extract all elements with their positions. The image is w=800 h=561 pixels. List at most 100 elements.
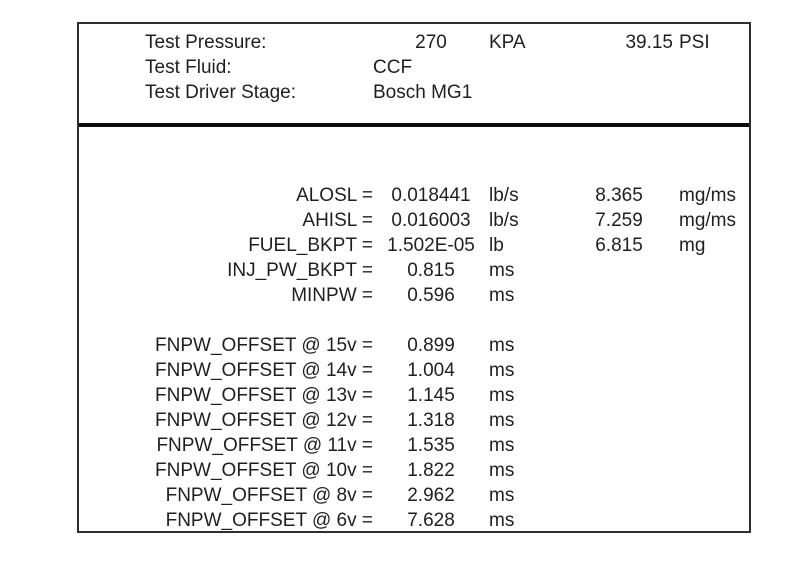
secondary-unit: [679, 55, 749, 80]
secondary-unit: [679, 508, 749, 533]
field-label: Test Driver Stage:: [145, 82, 296, 103]
param-unit: ms: [489, 460, 515, 481]
param-label: FNPW_OFFSET @ 13v =: [155, 385, 373, 406]
secondary-unit: [679, 358, 749, 383]
param-value: 7.628: [407, 510, 455, 531]
param-unit: ms: [489, 485, 515, 506]
header-section: Test Pressure: 270 KPA 39.15 PSI Test Fl…: [79, 24, 749, 123]
param-value: 2.962: [407, 485, 455, 506]
param-value: 0.815: [407, 260, 455, 281]
param-row-fnpw-offset-8v: FNPW_OFFSET @ 8v = 2.962 ms: [79, 483, 749, 508]
param-unit: lb/s: [489, 210, 519, 231]
param-unit: ms: [489, 510, 515, 531]
secondary-value: 39.15: [625, 32, 673, 53]
spacer-row: [79, 308, 749, 333]
param-value: 1.822: [407, 460, 455, 481]
param-row-fnpw-offset-13v: FNPW_OFFSET @ 13v = 1.145 ms: [79, 383, 749, 408]
param-row-inj-pw-bkpt: INJ_PW_BKPT = 0.815 ms: [79, 258, 749, 283]
param-value: 0.016003: [391, 210, 471, 231]
param-value: 1.502E-05: [387, 235, 475, 256]
secondary-value: [559, 483, 679, 508]
param-value: 1.535: [407, 435, 455, 456]
param-label: FNPW_OFFSET @ 6v =: [165, 510, 373, 531]
param-label: INJ_PW_BKPT =: [227, 260, 373, 281]
param-unit: ms: [489, 385, 515, 406]
param-unit: lb/s: [489, 185, 519, 206]
param-row-alosl: ALOSL = 0.018441 lb/s 8.365 mg/ms: [79, 183, 749, 208]
secondary-value: [559, 433, 679, 458]
param-row-fnpw-offset-10v: FNPW_OFFSET @ 10v = 1.822 ms: [79, 458, 749, 483]
secondary-value: [559, 408, 679, 433]
param-unit: lb: [489, 235, 504, 256]
secondary-unit: [679, 433, 749, 458]
param-unit: ms: [489, 435, 515, 456]
section-divider: [79, 123, 749, 127]
field-label: Test Pressure:: [145, 32, 267, 53]
secondary-unit: [679, 333, 749, 358]
header-row-test-pressure: Test Pressure: 270 KPA 39.15 PSI: [79, 30, 749, 55]
param-label: MINPW =: [291, 285, 373, 306]
field-unit: [489, 55, 559, 80]
secondary-value: [559, 458, 679, 483]
param-label: FNPW_OFFSET @ 8v =: [165, 485, 373, 506]
param-label: AHISL =: [302, 210, 373, 231]
param-value: 0.899: [407, 335, 455, 356]
param-row-fnpw-offset-11v: FNPW_OFFSET @ 11v = 1.535 ms: [79, 433, 749, 458]
header-row-test-driver-stage: Test Driver Stage: Bosch MG1: [79, 80, 749, 105]
param-label: FNPW_OFFSET @ 12v =: [155, 410, 373, 431]
field-value: Bosch MG1: [373, 82, 473, 103]
secondary-unit: [679, 258, 749, 283]
param-label: FNPW_OFFSET @ 15v =: [155, 335, 373, 356]
secondary-value: [559, 80, 679, 105]
param-value: 1.004: [407, 360, 455, 381]
secondary-unit: [679, 483, 749, 508]
secondary-unit: [679, 458, 749, 483]
field-unit: KPA: [489, 32, 526, 53]
secondary-value: 7.259: [595, 210, 643, 231]
param-unit: ms: [489, 410, 515, 431]
param-unit: ms: [489, 285, 515, 306]
secondary-unit: [679, 408, 749, 433]
param-unit: ms: [489, 360, 515, 381]
param-value: 1.318: [407, 410, 455, 431]
param-row-fnpw-offset-14v: FNPW_OFFSET @ 14v = 1.004 ms: [79, 358, 749, 383]
param-row-fnpw-offset-15v: FNPW_OFFSET @ 15v = 0.899 ms: [79, 333, 749, 358]
secondary-unit: [679, 383, 749, 408]
param-label: FUEL_BKPT =: [248, 235, 373, 256]
secondary-value: [559, 55, 679, 80]
field-label: Test Fluid:: [145, 57, 232, 78]
field-value: CCF: [373, 57, 413, 78]
secondary-unit: [679, 80, 749, 105]
secondary-value: [559, 333, 679, 358]
param-value: 0.018441: [391, 185, 471, 206]
header-row-test-fluid: Test Fluid: CCF: [79, 55, 749, 80]
param-row-fnpw-offset-12v: FNPW_OFFSET @ 12v = 1.318 ms: [79, 408, 749, 433]
param-row-minpw: MINPW = 0.596 ms: [79, 283, 749, 308]
secondary-unit: [679, 283, 749, 308]
secondary-value: [559, 258, 679, 283]
param-value: 0.596: [407, 285, 455, 306]
param-unit: ms: [489, 335, 515, 356]
secondary-value: 6.815: [595, 235, 643, 256]
secondary-unit: mg/ms: [679, 210, 736, 231]
param-label: ALOSL =: [296, 185, 373, 206]
param-label: FNPW_OFFSET @ 10v =: [155, 460, 373, 481]
param-label: FNPW_OFFSET @ 11v =: [156, 435, 373, 456]
field-value: 270: [415, 32, 447, 53]
secondary-value: [559, 358, 679, 383]
secondary-unit: mg: [679, 235, 706, 256]
param-value: 1.145: [407, 385, 455, 406]
secondary-value: [559, 383, 679, 408]
param-row-fuel-bkpt: FUEL_BKPT = 1.502E-05 lb 6.815 mg: [79, 233, 749, 258]
param-row-ahisl: AHISL = 0.016003 lb/s 7.259 mg/ms: [79, 208, 749, 233]
param-unit: ms: [489, 260, 515, 281]
param-label: FNPW_OFFSET @ 14v =: [155, 360, 373, 381]
secondary-value: [559, 508, 679, 533]
secondary-value: [559, 283, 679, 308]
secondary-value: 8.365: [595, 185, 643, 206]
param-row-fnpw-offset-6v: FNPW_OFFSET @ 6v = 7.628 ms: [79, 508, 749, 533]
report-box: Test Pressure: 270 KPA 39.15 PSI Test Fl…: [77, 22, 751, 533]
field-unit: [489, 80, 559, 105]
parameters-section: ALOSL = 0.018441 lb/s 8.365 mg/ms AHISL …: [79, 127, 749, 533]
secondary-unit: mg/ms: [679, 185, 736, 206]
